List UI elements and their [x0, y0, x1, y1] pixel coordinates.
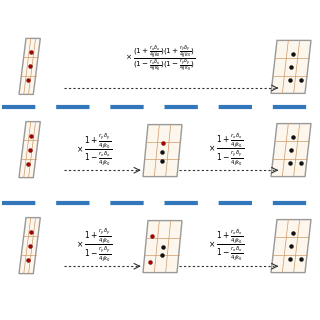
Polygon shape [19, 122, 40, 178]
Text: $\times\;\dfrac{1+\frac{r_x\delta_x}{4jk_0}}{1-\frac{r_y\delta_y}{4jk_0}}$: $\times\;\dfrac{1+\frac{r_x\delta_x}{4jk… [208, 131, 244, 167]
Text: $\times\;\dfrac{1+\frac{r_x\delta_x}{4jk_0}}{1-\frac{r_x\delta_x}{4jk_0}}$: $\times\;\dfrac{1+\frac{r_x\delta_x}{4jk… [208, 227, 244, 262]
Text: $\times\;\dfrac{1+\frac{r_y\delta_y}{4jk_0}}{1-\frac{r_x\delta_x}{4jk_0}}$: $\times\;\dfrac{1+\frac{r_y\delta_y}{4jk… [76, 131, 112, 167]
Text: $\times\;\dfrac{1+\frac{r_y\delta_y}{4jk_0}}{1-\frac{r_y\delta_y}{4jk_0}}$: $\times\;\dfrac{1+\frac{r_y\delta_y}{4jk… [76, 226, 112, 263]
Polygon shape [19, 218, 40, 274]
Text: $\times\;\dfrac{(1+\frac{r_x\delta_x}{4jk_0})(1+\frac{r_y\delta_y}{4jk_0})}{(1-\: $\times\;\dfrac{(1+\frac{r_x\delta_x}{4j… [125, 44, 195, 75]
Polygon shape [143, 124, 182, 177]
Polygon shape [271, 220, 311, 273]
Polygon shape [271, 40, 311, 93]
Polygon shape [19, 38, 40, 94]
Polygon shape [271, 124, 311, 177]
Polygon shape [143, 220, 182, 273]
